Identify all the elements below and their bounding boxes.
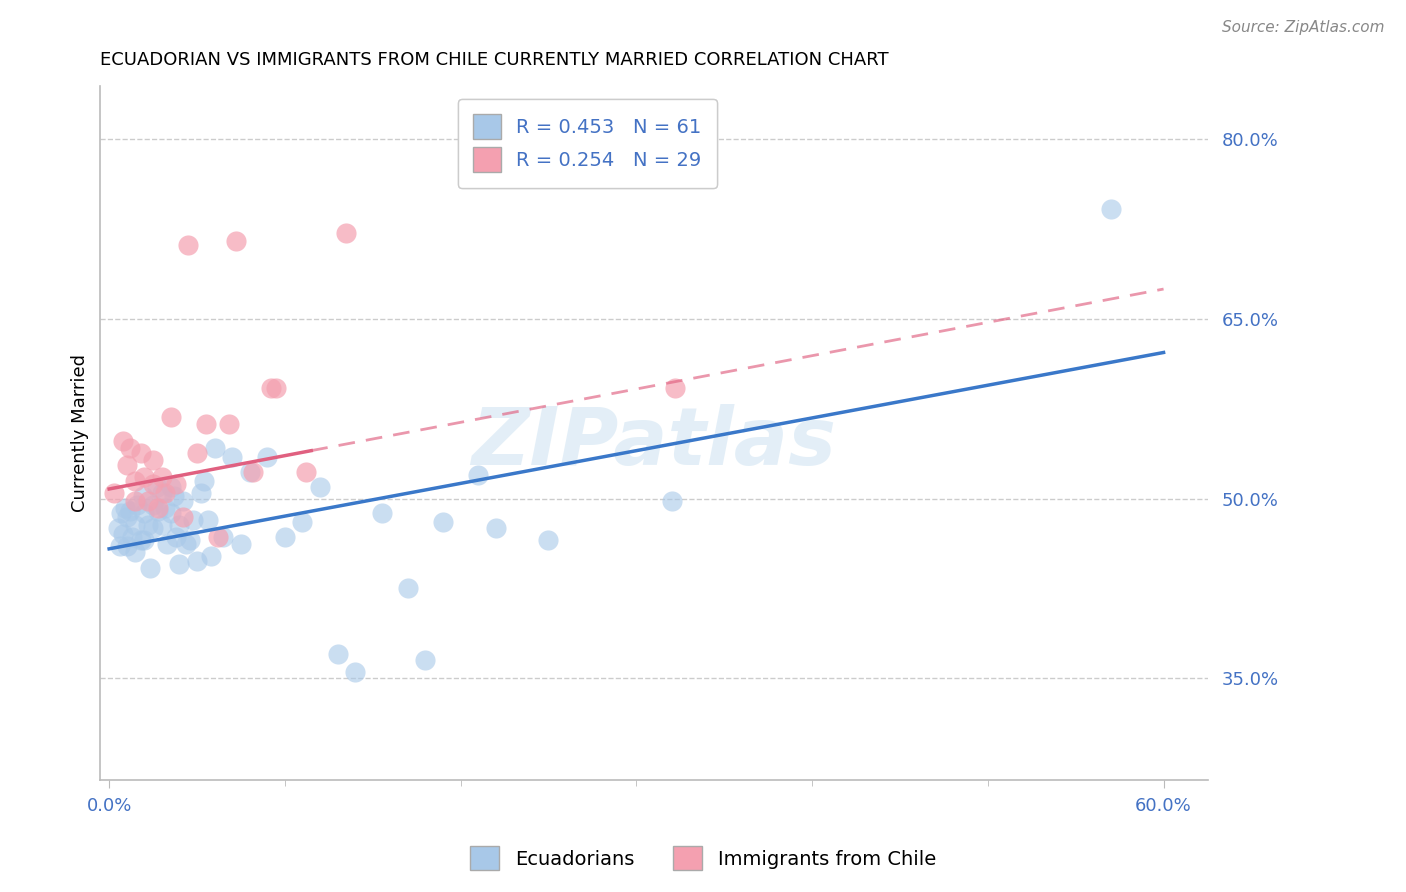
Point [124, 494, 146, 508]
Point [142, 453, 165, 467]
Point [177, 237, 200, 252]
Point [145, 479, 167, 493]
Point [485, 521, 508, 535]
Point [467, 467, 489, 482]
Point [148, 501, 170, 516]
Point [176, 537, 198, 551]
Point [156, 537, 179, 551]
Point [159, 479, 181, 493]
Point [260, 381, 283, 395]
Point [193, 474, 215, 488]
Point [664, 381, 686, 395]
Point [142, 498, 165, 512]
Point [138, 561, 160, 575]
Point [200, 549, 222, 563]
Point [221, 450, 243, 464]
Point [256, 450, 278, 464]
Point [264, 381, 287, 395]
Point [179, 533, 201, 548]
Point [225, 234, 247, 248]
Point [183, 513, 205, 527]
Point [115, 458, 138, 472]
Point [291, 516, 314, 530]
Point [148, 503, 170, 517]
Point [159, 410, 181, 425]
Point [124, 545, 146, 559]
Point [136, 494, 159, 508]
Point [165, 477, 187, 491]
Point [190, 485, 212, 500]
Point [114, 501, 136, 516]
Point [661, 494, 683, 508]
Point [242, 465, 264, 479]
Point [415, 653, 437, 667]
Point [165, 530, 187, 544]
Point [134, 506, 156, 520]
Point [103, 485, 125, 500]
Legend: Ecuadorians, Immigrants from Chile: Ecuadorians, Immigrants from Chile [463, 838, 943, 878]
Point [207, 530, 229, 544]
Point [124, 517, 146, 532]
Point [121, 530, 143, 544]
Point [163, 489, 186, 503]
Point [432, 516, 454, 530]
Point [150, 470, 173, 484]
Point [110, 506, 132, 520]
Point [142, 477, 165, 491]
Point [155, 485, 177, 500]
Point [115, 509, 138, 524]
Point [127, 498, 149, 512]
Point [150, 517, 173, 532]
Point [186, 446, 208, 460]
Point [129, 533, 152, 548]
Point [124, 474, 146, 488]
Point [344, 665, 367, 680]
Point [159, 506, 181, 520]
Point [120, 442, 142, 456]
Text: Source: ZipAtlas.com: Source: ZipAtlas.com [1222, 20, 1385, 35]
Point [218, 417, 240, 432]
Point [197, 513, 219, 527]
Point [108, 540, 131, 554]
Point [136, 517, 159, 532]
Point [194, 417, 217, 432]
Point [172, 509, 194, 524]
Point [142, 521, 165, 535]
Point [274, 530, 297, 544]
Point [212, 530, 235, 544]
Point [115, 540, 138, 554]
Point [295, 465, 318, 479]
Point [169, 517, 191, 532]
Point [309, 479, 332, 493]
Point [169, 558, 191, 572]
Point [112, 527, 135, 541]
Point [204, 442, 226, 456]
Point [1099, 202, 1122, 216]
Point [335, 226, 357, 240]
Point [131, 489, 153, 503]
Point [155, 501, 177, 516]
Text: ECUADORIAN VS IMMIGRANTS FROM CHILE CURRENTLY MARRIED CORRELATION CHART: ECUADORIAN VS IMMIGRANTS FROM CHILE CURR… [100, 51, 889, 69]
Text: ZIPatlas: ZIPatlas [471, 404, 837, 482]
Point [120, 503, 142, 517]
Point [129, 446, 152, 460]
Point [172, 494, 194, 508]
Point [134, 470, 156, 484]
Point [239, 465, 262, 479]
Point [370, 506, 392, 520]
Point [396, 582, 419, 596]
Point [186, 554, 208, 568]
Point [229, 537, 252, 551]
Legend: R = 0.453   N = 61, R = 0.254   N = 29: R = 0.453 N = 61, R = 0.254 N = 29 [458, 99, 717, 187]
Point [107, 521, 129, 535]
Point [112, 434, 135, 448]
Point [537, 533, 560, 548]
Point [150, 485, 173, 500]
Y-axis label: Currently Married: Currently Married [72, 354, 89, 512]
Point [326, 647, 349, 661]
Point [134, 533, 156, 548]
